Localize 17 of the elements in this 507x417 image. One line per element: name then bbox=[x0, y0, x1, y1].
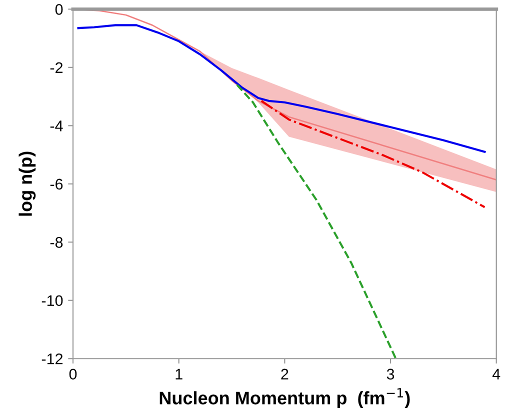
y-tick-label: -10 bbox=[42, 295, 63, 306]
line-series bbox=[236, 84, 397, 359]
y-tick-label: -4 bbox=[50, 120, 63, 132]
y-tick-label: -12 bbox=[42, 353, 63, 364]
line-series bbox=[77, 24, 486, 153]
x-tick-label: 3 bbox=[386, 368, 394, 380]
x-tick-label: 4 bbox=[492, 368, 500, 380]
y-axis-title: log n(p) bbox=[18, 152, 36, 216]
y-tick-label: 0 bbox=[55, 4, 63, 15]
x-axis-title: Nucleon Momentum p (fm$^{−1}$) bbox=[160, 388, 410, 408]
y-tick-label: -6 bbox=[50, 178, 63, 190]
x-tick-label: 1 bbox=[176, 368, 182, 380]
y-tick-label: -8 bbox=[50, 237, 63, 248]
x-tick-label: 2 bbox=[281, 368, 288, 380]
y-tick-label: -2 bbox=[50, 62, 63, 73]
line-series bbox=[260, 100, 486, 208]
x-tick-label: 0 bbox=[69, 368, 77, 380]
